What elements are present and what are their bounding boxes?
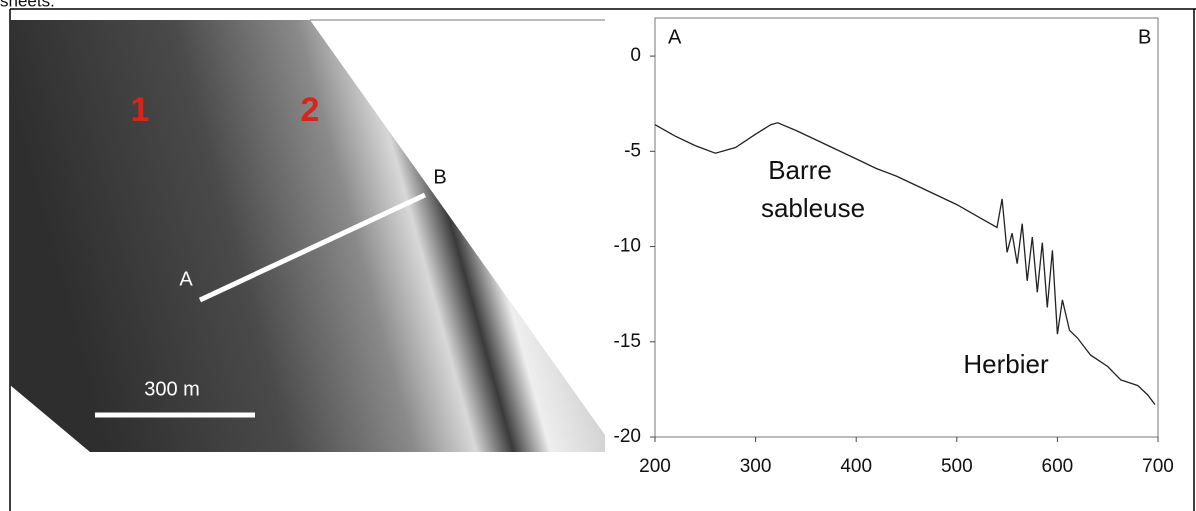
x-tick-label: 500 <box>941 456 973 477</box>
y-tick-label: -5 <box>624 140 641 161</box>
bathymetry-map <box>10 20 605 452</box>
annotation: sableuse <box>761 193 865 223</box>
plot: 0 -5 -10 -15 -20 200 300 400 500 600 700 <box>614 45 1174 477</box>
x-tick-label: 300 <box>740 456 772 477</box>
point-label: A <box>179 268 193 290</box>
x-tick-label: 400 <box>840 456 872 477</box>
x-tick-label: 600 <box>1042 456 1074 477</box>
annotation: A <box>668 26 682 48</box>
profile-line <box>654 122 1156 405</box>
annotation: Herbier <box>963 349 1049 379</box>
x-tick-label: 700 <box>1142 456 1174 477</box>
point-label: B <box>433 166 446 188</box>
annotation: B <box>1138 26 1151 48</box>
zone-label: 1 <box>131 91 150 129</box>
y-tick-label: -10 <box>614 236 641 257</box>
y-tick-label: -20 <box>614 426 641 447</box>
plot-frame <box>654 17 1159 438</box>
y-tick-label: 0 <box>630 45 641 66</box>
scale-label: 300 m <box>144 378 200 400</box>
profile-line <box>198 192 427 303</box>
x-tick-label: 200 <box>639 456 671 477</box>
y-tick-label: -15 <box>614 331 641 352</box>
annotation: Barre <box>768 155 832 185</box>
zone-label: 2 <box>301 91 320 129</box>
header-text: sheets. <box>0 0 55 10</box>
